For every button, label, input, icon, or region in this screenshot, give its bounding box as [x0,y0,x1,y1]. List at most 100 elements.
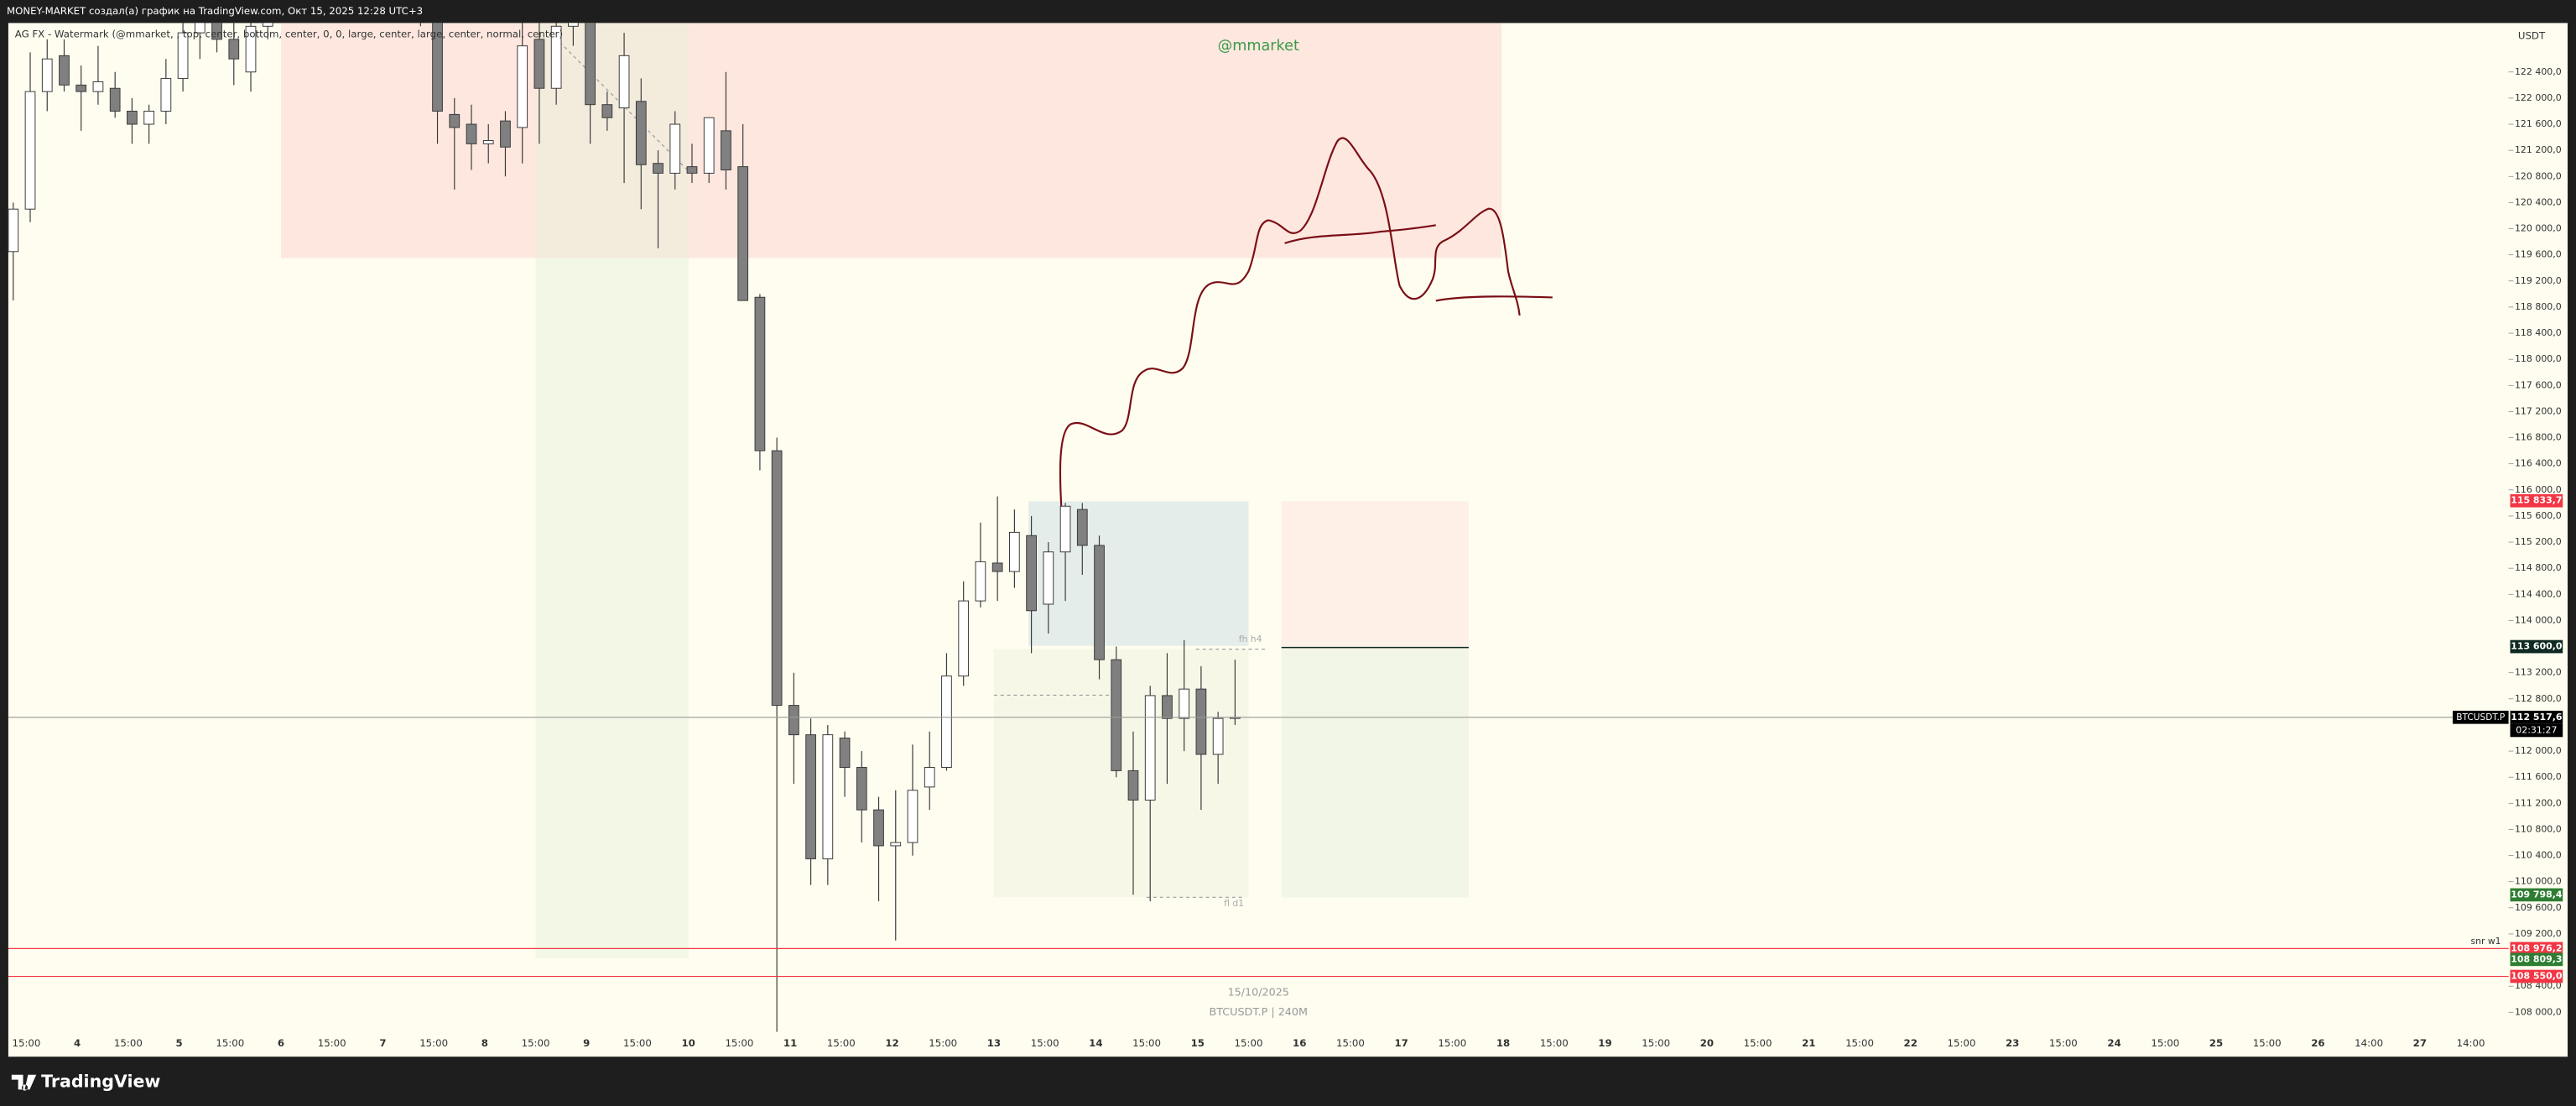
candles [8,23,1241,1032]
indicator-text: AG FX - Watermark (@mmarket, , top, cent… [15,29,563,40]
y-tick-label: 117 200,0 [2515,405,2562,416]
y-tick-label: 108 000,0 [2515,1006,2562,1017]
x-tick-label: 5 [175,1037,182,1049]
y-tick-label: 110 000,0 [2515,876,2562,887]
x-tick-label: 27 [2413,1037,2427,1049]
candle-body [924,767,935,788]
y-tick-label: 110 400,0 [2515,850,2562,861]
x-tick-label: 15:00 [1845,1037,1874,1049]
candle-body [873,809,884,847]
price-tag-label: 115 833,7 [2511,495,2562,506]
x-tick-label: 15:00 [1744,1037,1772,1049]
candle-body [449,113,461,128]
candle-body [482,139,494,144]
x-tick-label: 18 [1496,1037,1510,1049]
price-axis: 108 000,0 108 400,0 109 200,0 109 600,0 110 … [2508,66,2562,1017]
y-tick-label: 118 000,0 [2515,353,2562,364]
candle-body [1212,717,1224,755]
candle-body [1026,535,1037,612]
y-tick-label: 120 400,0 [2515,196,2562,207]
candle-body [1179,688,1190,719]
x-tick-label: 19 [1598,1037,1611,1049]
x-tick-label: 4 [74,1037,81,1049]
price-tag-label: 113 600,0 [2511,641,2563,652]
x-tick-label: 23 [2006,1037,2019,1049]
x-tick-label: 15:00 [1336,1037,1365,1049]
price-tag [2510,952,2563,967]
candle-body [635,101,647,165]
x-tick-label: 26 [2311,1037,2324,1049]
x-tick-label: 24 [2107,1037,2121,1049]
x-tick-label: 15:00 [929,1037,957,1049]
x-tick-label: 17 [1394,1037,1408,1049]
watermark: @mmarket [1218,38,1299,55]
price-tag [2510,639,2563,654]
candle-body [211,23,222,40]
x-tick-label: 10 [682,1037,695,1049]
candle-body [127,110,138,125]
candle-body [822,734,834,859]
candle-body [24,91,36,210]
candle-body [601,104,613,118]
y-tick-label: 120 000,0 [2515,223,2562,234]
candle-body [805,734,816,859]
y-tick-label: 115 600,0 [2515,510,2562,521]
x-tick-label: 15:00 [13,1037,41,1049]
drawings-zones [281,23,1502,958]
x-tick-label: 7 [379,1037,386,1049]
x-tick-label: 15:00 [827,1037,856,1049]
candle-body [721,130,731,170]
candle-body [75,84,87,92]
position-stop [1281,501,1469,650]
candle-body [585,23,596,106]
y-tick-label: 119 600,0 [2515,249,2562,260]
countdown: 02:31:27 [2516,724,2557,735]
y-tick-label: 110 800,0 [2515,823,2562,834]
price-tag-label: 112 517,6 [2511,712,2563,723]
x-tick-label: 16 [1293,1037,1306,1049]
x-tick-label: 9 [583,1037,590,1049]
hand-drawing [1059,137,1553,507]
candle-body [1059,505,1071,553]
supply-zone [281,23,1502,258]
brand-logo: TradingView [11,1072,160,1092]
y-tick-label: 109 600,0 [2515,902,2562,913]
candle-body [788,705,799,736]
candle-body [1162,695,1173,719]
candle-body [228,39,240,60]
candle-body [245,25,257,73]
y-tick-label: 112 000,0 [2515,745,2562,756]
symbol-watermark: BTCUSDT.P | 240M [1210,1005,1308,1018]
candle-body [856,767,867,811]
x-tick-label: 15:00 [522,1037,550,1049]
frame-edge [2568,23,2576,1057]
projection-path [1059,137,1521,507]
x-tick-label: 25 [2209,1037,2223,1049]
x-tick-label: 21 [1802,1037,1815,1049]
level-note: fh h4 [1239,634,1262,644]
candle-body [109,87,121,112]
x-tick-label: 15:00 [1438,1037,1466,1049]
x-tick-label: 15:00 [725,1037,753,1049]
candle-body [41,58,53,92]
candle-body [1009,531,1020,572]
y-tick-label: 116 000,0 [2515,484,2562,495]
y-tick-label: 119 200,0 [2515,275,2562,286]
y-tick-label: 115 200,0 [2515,536,2562,547]
x-tick-label: 14 [1089,1037,1102,1049]
candle-body [466,123,477,144]
price-tag [2510,942,2563,956]
y-tick-label: 118 400,0 [2515,327,2562,338]
candle-body [1195,688,1207,755]
x-tick-label: 15:00 [1132,1037,1161,1049]
candle-body [160,78,172,112]
y-tick-label: 109 200,0 [2515,928,2562,939]
candle-body [432,23,443,112]
price-tag-label: 109 798,4 [2511,889,2563,900]
candle-body [92,81,104,92]
x-tick-label: 15 [1191,1037,1205,1049]
x-tick-label: 14:00 [2355,1037,2383,1049]
candle-body [1094,545,1105,660]
x-tick-label: 11 [783,1037,797,1049]
price-tag-label: 108 809,3 [2511,953,2562,964]
